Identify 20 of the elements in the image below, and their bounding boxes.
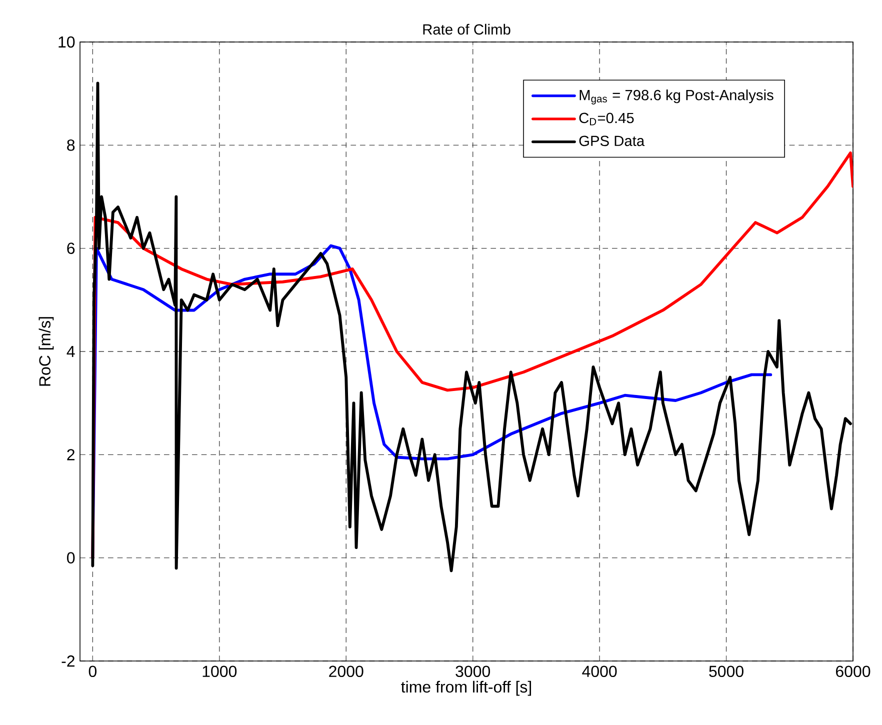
y-tick-label: 0 — [67, 552, 75, 564]
y-tick-label: 10 — [58, 36, 75, 48]
y-axis-title: RoC [m/s] — [38, 317, 54, 386]
y-tick-label: -2 — [62, 655, 74, 667]
legend-label: C$_{D}$=0.45 — [579, 112, 634, 126]
y-tick-label: 2 — [67, 449, 74, 460]
x-axis-title: time from lift-off [s] — [401, 680, 531, 696]
x-tick-label: 2000 — [329, 666, 364, 678]
legend-label: M$_{gas}$ = 798.6 kg Post-Analysis — [580, 89, 774, 104]
y-tick-label: 8 — [67, 140, 75, 151]
x-tick-label: 4000 — [582, 666, 617, 678]
y-tick-label: 6 — [67, 242, 75, 254]
x-tick-label: 3000 — [456, 666, 490, 678]
legend-label: GPS Data — [579, 136, 645, 146]
chart-title: Rate of Climb — [423, 24, 510, 35]
x-tick-label: 1000 — [202, 666, 237, 678]
x-tick-label: 5000 — [709, 666, 744, 678]
x-tick-label: 0 — [88, 666, 97, 678]
y-tick-label: 4 — [66, 346, 75, 357]
x-tick-label: 6000 — [836, 666, 870, 678]
